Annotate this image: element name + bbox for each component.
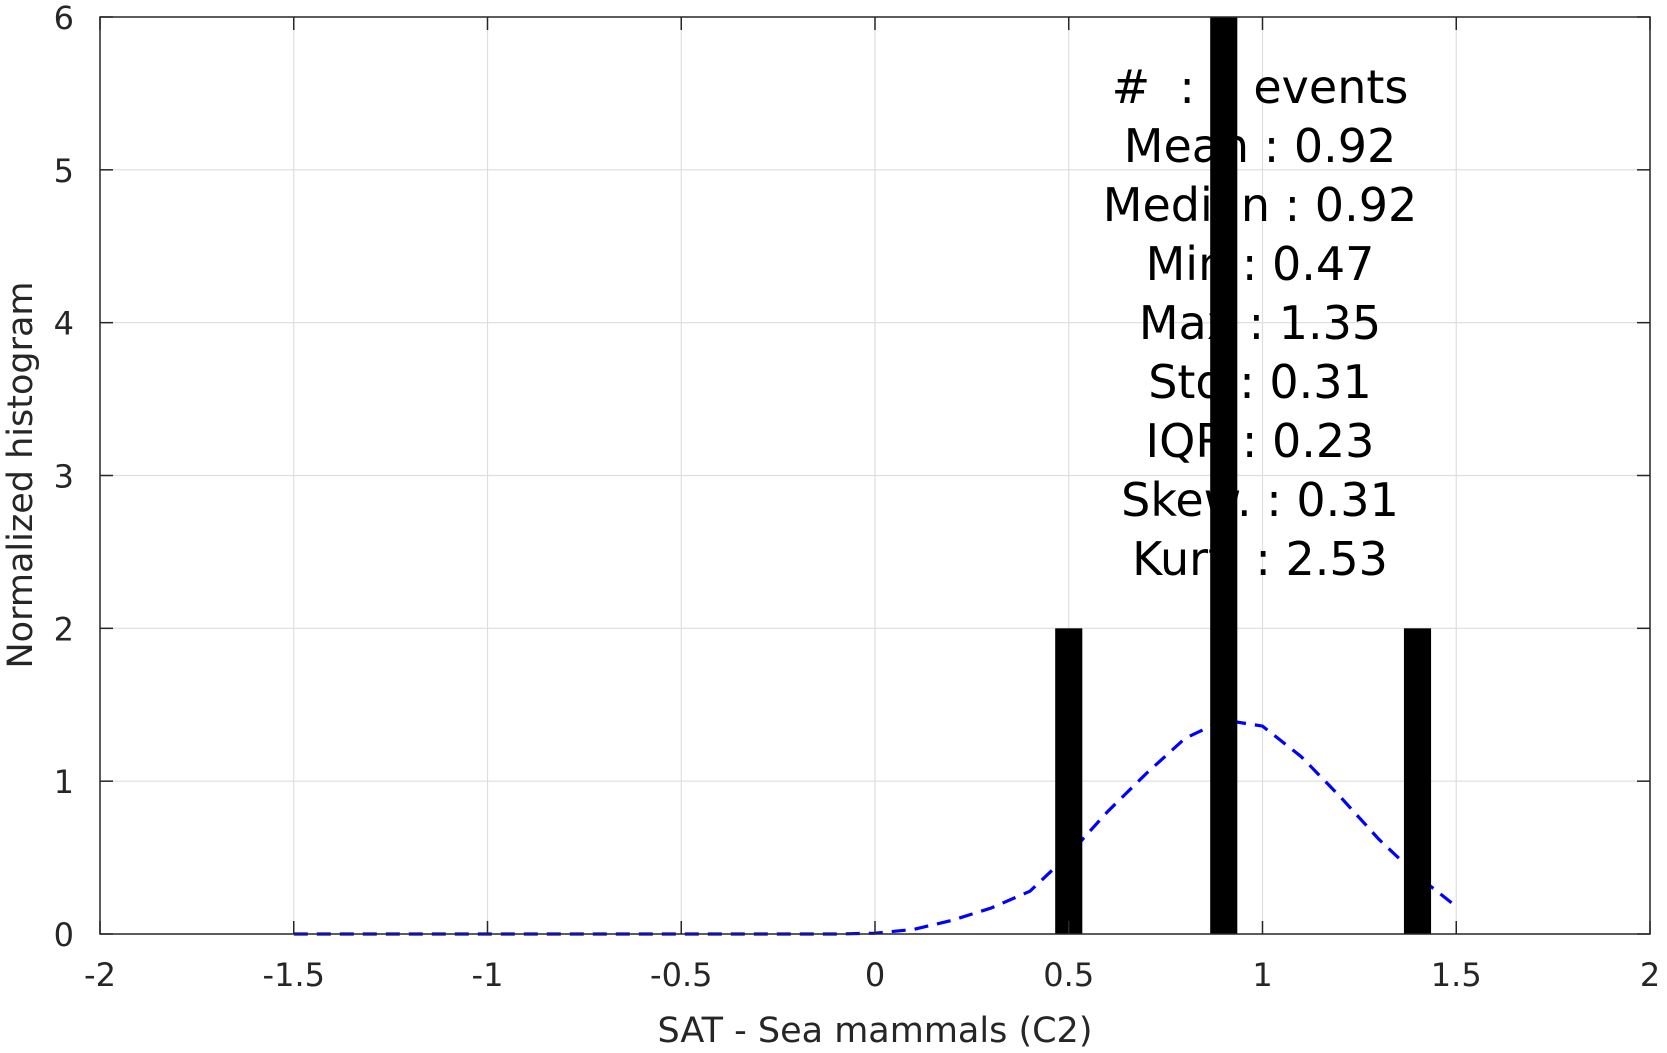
x-tick-label: -1.5 [263,956,325,994]
y-tick-label: 1 [54,763,74,801]
x-tick-label: -0.5 [650,956,712,994]
x-tick-label: 0.5 [1043,956,1094,994]
grid [100,17,1650,934]
y-tick-label: 6 [54,0,74,37]
x-tick-label: 1.5 [1431,956,1482,994]
stat-line: Min : 0.47 [1146,237,1375,291]
x-tick-label: -2 [84,956,116,994]
axis-ticks: -2 -1.5 -1 -0.5 0 0.5 1 1.5 2 0 1 2 3 4 5 6 [54,0,1661,994]
stat-line: Skew. : 0.31 [1121,473,1399,527]
histogram-bar [1403,628,1432,934]
y-tick-label: 5 [54,152,74,190]
histogram-bar [1055,628,1083,934]
y-tick-label: 2 [54,610,74,648]
x-tick-label: 0 [865,956,885,994]
y-tick-label: 4 [54,305,74,343]
histogram-bars [1055,17,1432,934]
y-tick-label: 0 [54,916,74,954]
y-tick-label: 3 [54,458,74,496]
stat-line: # : events [1112,60,1409,114]
stat-line: Mean : 0.92 [1124,119,1397,173]
x-tick-label: -1 [472,956,504,994]
stat-line: Max : 1.35 [1139,296,1381,350]
x-tick-label: 1 [1252,956,1272,994]
y-axis-label: Normalized histogram [1,281,41,668]
histogram-bar [1210,17,1238,934]
x-axis-label: SAT - Sea mammals (C2) [658,1011,1093,1051]
stat-line: IQR : 0.23 [1146,414,1375,468]
x-tick-label: 2 [1640,956,1660,994]
stat-line: Median : 0.92 [1103,178,1417,232]
stat-line: Kurt. : 2.53 [1132,532,1388,586]
stat-line: Std : 0.31 [1148,355,1372,409]
